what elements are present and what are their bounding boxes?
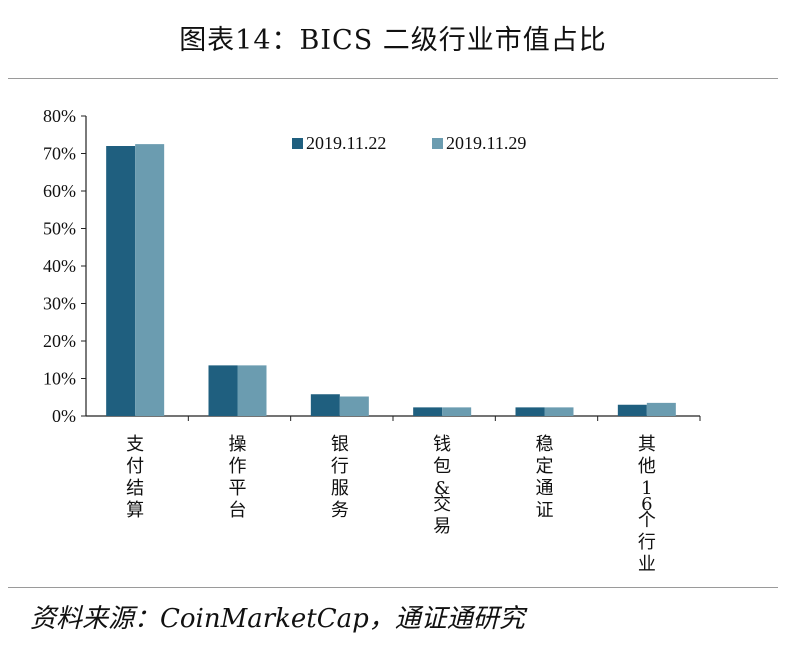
axes: 0% 10% 20% 30% 40% 50% 60% 70% 80% — [43, 106, 701, 426]
bar-series2 — [339, 396, 369, 416]
legend-label: 2019.11.22 — [306, 133, 386, 153]
category-label: 支付结算 — [126, 434, 144, 521]
bar-series2 — [442, 407, 472, 416]
bar-series2 — [135, 144, 165, 416]
bar-series2 — [544, 407, 574, 416]
category-label: 操作平台 — [229, 434, 247, 521]
bar-series1 — [617, 404, 647, 416]
y-tick-label: 80% — [43, 106, 76, 126]
bar-series1 — [413, 407, 443, 416]
category-labels: 支付结算 操作平台 银行服务 钱包&交易 稳定通证 其他 1 6 个行业 — [126, 434, 656, 575]
y-tick-label: 40% — [43, 256, 76, 276]
chart-title: 图表14：BICS 二级行业市值占比 — [179, 25, 607, 56]
y-tick-label: 10% — [43, 369, 76, 389]
legend-swatch — [292, 138, 303, 149]
bar-series1 — [515, 407, 545, 416]
y-tick-label: 60% — [43, 181, 76, 201]
legend-swatch — [432, 138, 443, 149]
y-tick-label: 50% — [43, 219, 76, 239]
top-divider — [8, 78, 778, 79]
category-label: 稳定通证 — [536, 434, 554, 521]
y-tick-label: 0% — [52, 406, 76, 426]
category-label: 其他 1 6 个行业 — [638, 434, 656, 575]
y-tick-label: 20% — [43, 331, 76, 351]
legend: 2019.11.22 2019.11.29 — [292, 133, 526, 153]
bar-chart: 0%10%20%30%40%50%60%70%80% 2019.11.22 201… — [43, 106, 701, 575]
bar-series1 — [106, 146, 136, 416]
bar-series2 — [237, 365, 267, 416]
bar-series1 — [208, 365, 238, 416]
y-tick-label: 70% — [43, 144, 76, 164]
bars — [106, 144, 676, 416]
legend-label: 2019.11.29 — [446, 133, 526, 153]
y-tick-label: 30% — [43, 294, 76, 314]
category-label: 钱包&交易 — [433, 434, 451, 537]
bottom-divider — [8, 587, 778, 588]
bar-series2 — [646, 402, 676, 416]
source-note: 资料来源：CoinMarketCap，通证通研究 — [30, 604, 525, 634]
bar-series1 — [310, 394, 340, 416]
category-label: 银行服务 — [331, 434, 349, 521]
